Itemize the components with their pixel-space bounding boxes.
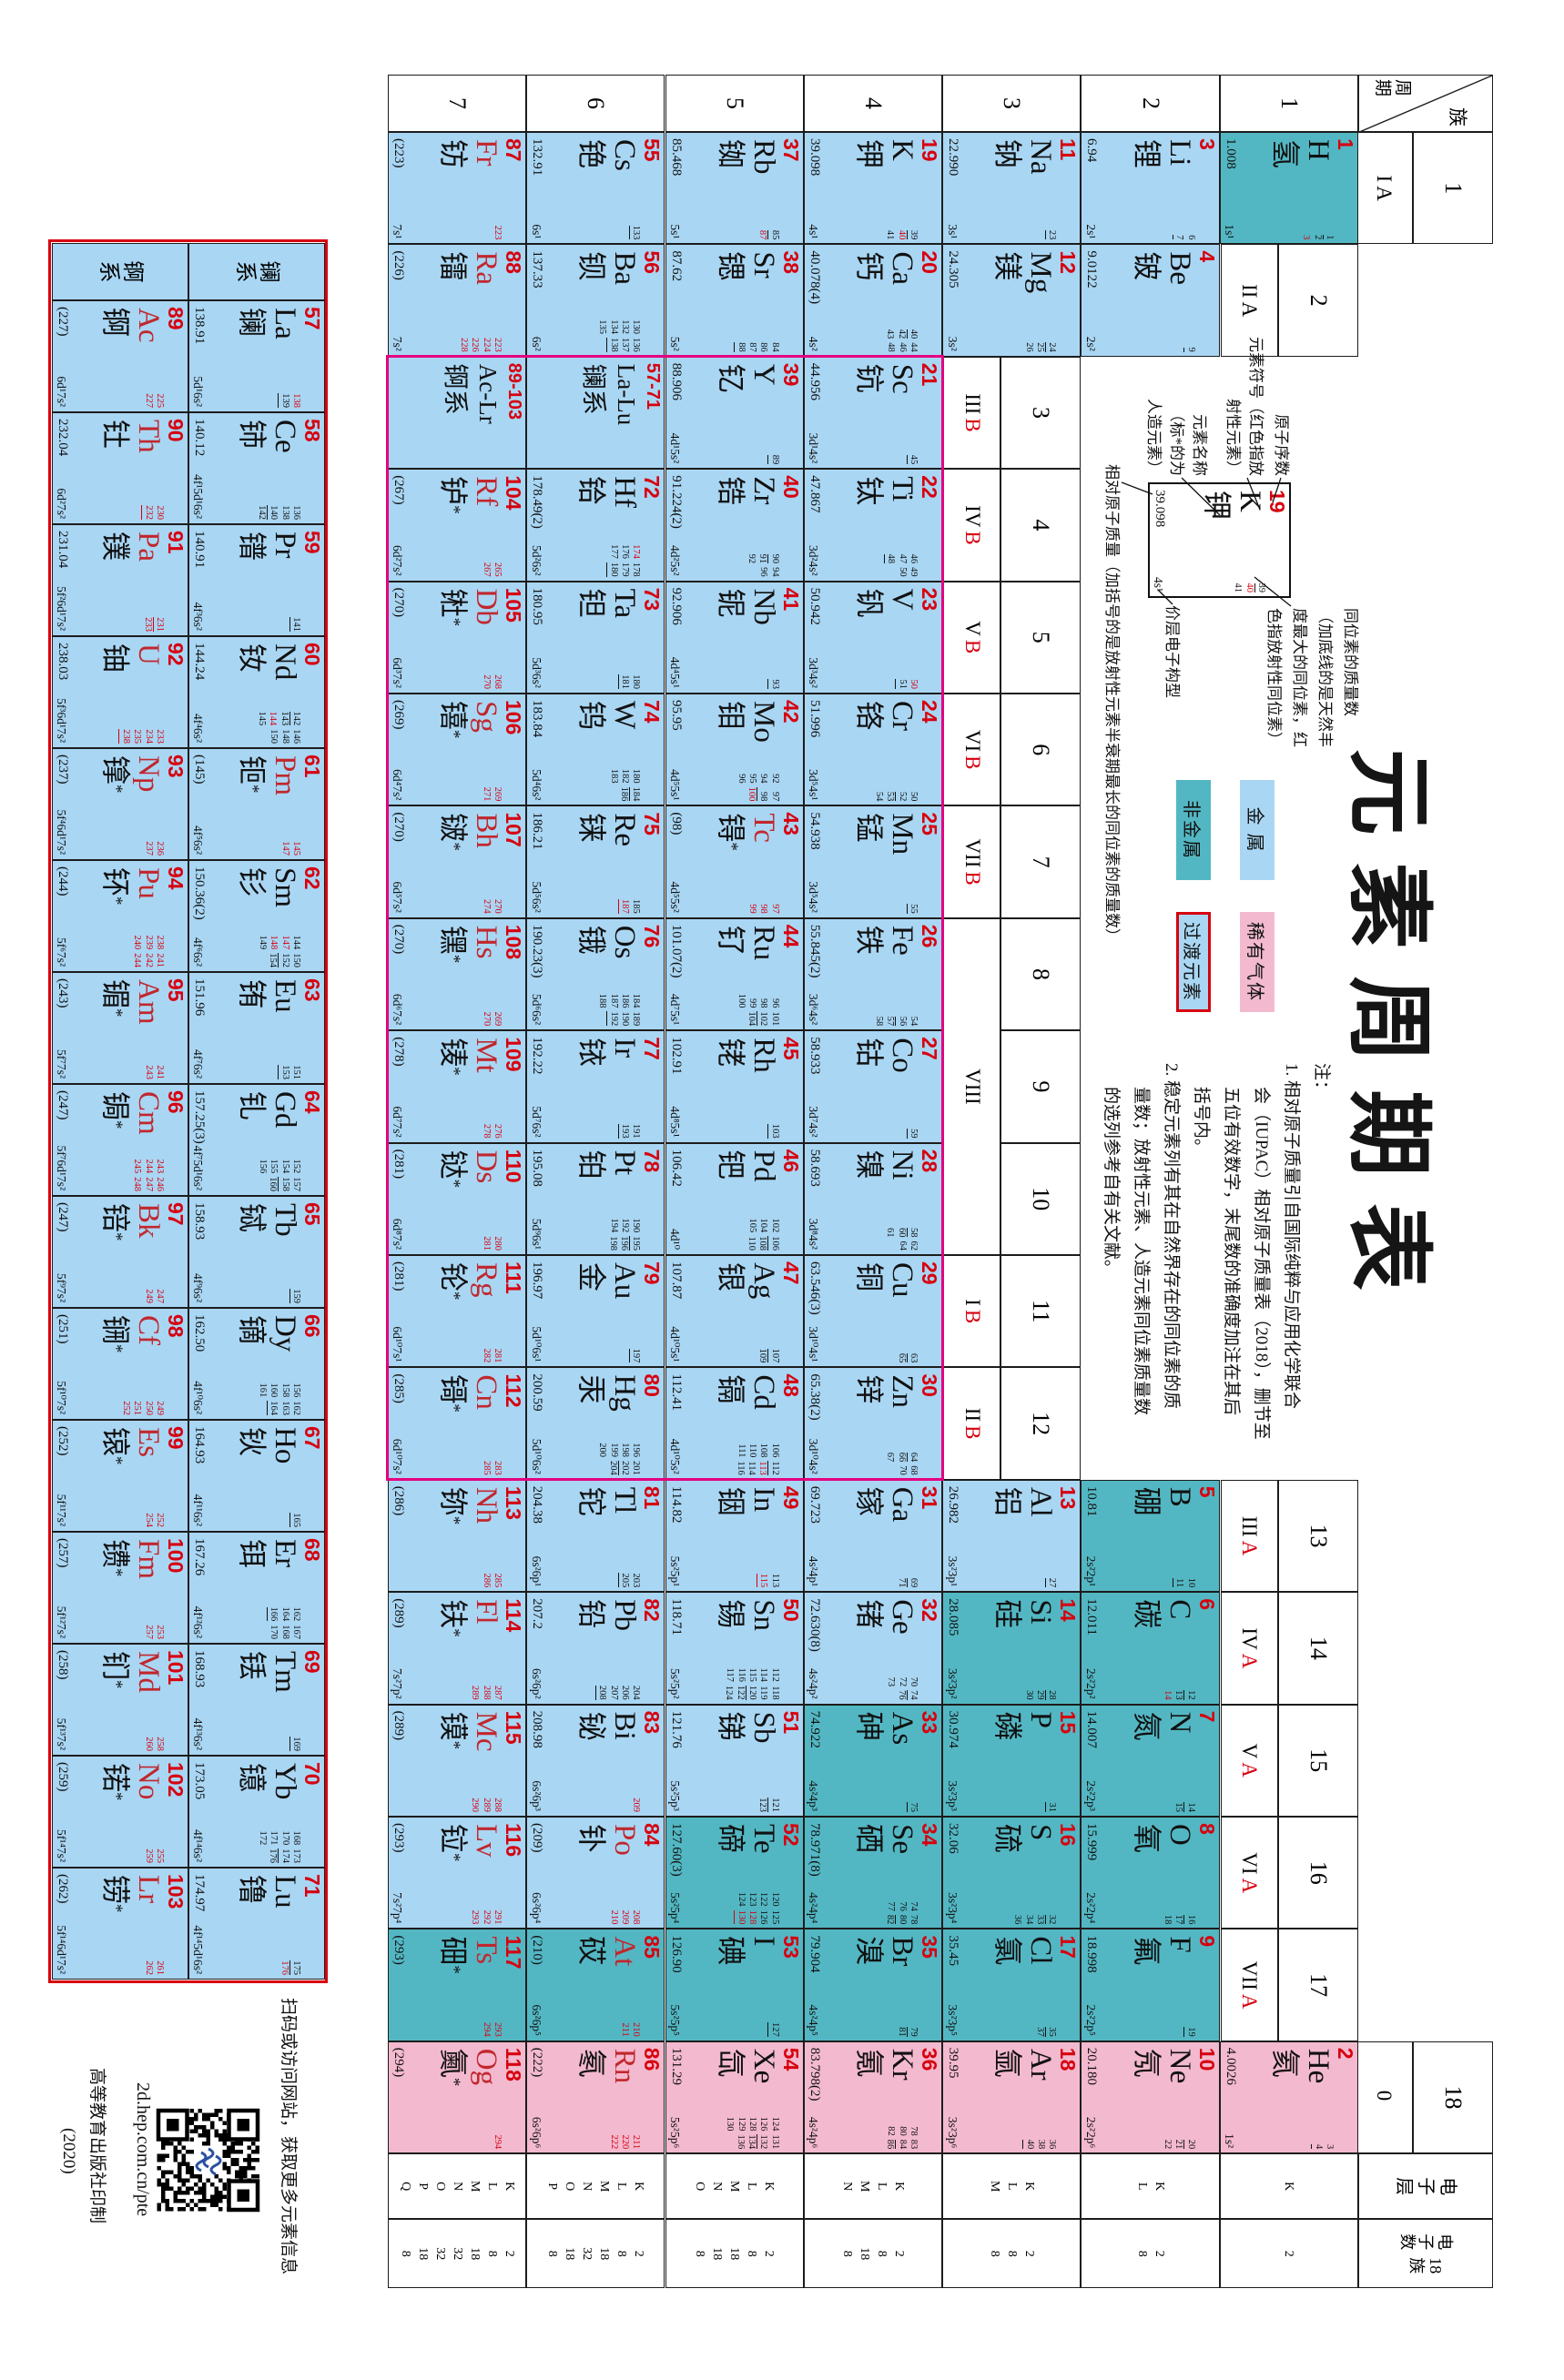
footer-url: 2d.hep.com.cn/pte — [133, 2082, 153, 2217]
lanthanide-actinide-outline — [47, 239, 329, 1983]
footer-year: (2020) — [59, 2128, 78, 2174]
corner-group-period: 族周期 — [1356, 75, 1493, 134]
transition-elements-outline — [386, 355, 944, 1482]
qr-code — [156, 2108, 260, 2213]
footer-scan-text: 扫码或访问网站，获取更多元素信息 — [279, 1998, 298, 2275]
footer-publisher: 高等教育出版社印制 — [87, 2068, 107, 2224]
